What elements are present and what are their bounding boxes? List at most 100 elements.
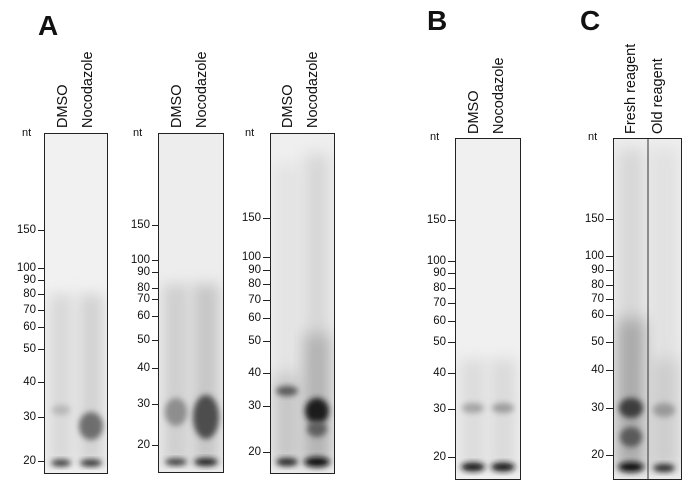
marker-a3-40: 40 [248,367,261,379]
lane-label-c-2: Old reagent [650,58,666,134]
tick-c-30 [606,408,613,410]
tick-c-60 [606,315,613,317]
tick-a2-50 [152,340,159,342]
marker-b-20: 20 [433,451,446,463]
tick-a3-30 [263,406,270,408]
tick-c-20 [606,455,613,457]
gel-bands-b [456,139,520,479]
tick-c-90 [606,270,613,272]
marker-a1-40: 40 [23,376,36,388]
tick-a1-150 [38,230,45,232]
tick-c-70 [606,299,613,301]
gel-image-a1 [44,133,108,474]
marker-a1-20: 20 [23,455,36,467]
marker-c-40: 40 [591,364,604,376]
tick-c-80 [606,285,613,287]
panel-letter-b: B [427,5,448,36]
gel-bands-a1 [45,134,107,473]
marker-a2-90: 90 [137,266,150,278]
tick-a3-150 [263,218,270,220]
tick-a1-50 [38,349,45,351]
tick-c-100 [606,256,613,258]
tick-a3-50 [263,341,270,343]
marker-b-90: 90 [433,267,446,279]
marker-a3-80: 80 [248,278,261,290]
lane-label-a1-2: Nocodazole [80,51,96,128]
lane-label-a1-1: DMSO [55,84,71,129]
tick-b-30 [448,409,455,411]
marker-a1-60: 60 [23,321,36,333]
marker-c-80: 80 [591,279,604,291]
gel-bands-c [614,139,681,479]
tick-a1-100 [38,268,45,270]
tick-a3-60 [263,318,270,320]
nt-label-c: nt [588,131,598,143]
tick-a3-80 [263,284,270,286]
tick-a2-30 [152,404,159,406]
marker-a2-80: 80 [137,282,150,294]
lane-label-a2-2: Nocodazole [194,51,210,128]
tick-c-50 [606,342,613,344]
tick-a2-80 [152,288,159,290]
tick-b-100 [448,261,455,263]
tick-a1-30 [38,417,45,419]
nt-label-a3: nt [245,127,255,139]
marker-a1-50: 50 [23,343,36,355]
marker-a1-80: 80 [23,288,36,300]
marker-a3-50: 50 [248,335,261,347]
marker-a1-70: 70 [23,304,36,316]
tick-b-80 [448,288,455,290]
tick-b-50 [448,342,455,344]
tick-b-60 [448,321,455,323]
marker-c-50: 50 [591,336,604,348]
tick-b-40 [448,373,455,375]
marker-a2-30: 30 [137,398,150,410]
tick-a1-90 [38,280,45,282]
tick-a1-40 [38,382,45,384]
marker-a2-40: 40 [137,362,150,374]
marker-b-150: 150 [426,214,446,226]
tick-b-70 [448,303,455,305]
marker-b-70: 70 [433,297,446,309]
marker-b-80: 80 [433,282,446,294]
marker-c-150: 150 [584,213,604,225]
tick-b-20 [448,457,455,459]
panel-letter-c: C [580,5,601,36]
marker-c-70: 70 [591,293,604,305]
tick-a2-100 [152,260,159,262]
marker-a3-60: 60 [248,312,261,324]
marker-a3-90: 90 [248,264,261,276]
tick-a2-70 [152,299,159,301]
tick-b-150 [448,220,455,222]
gel-image-c [613,138,682,480]
tick-a3-70 [263,300,270,302]
marker-a1-90: 90 [23,274,36,286]
tick-c-150 [606,219,613,221]
marker-b-30: 30 [433,403,446,415]
marker-a2-70: 70 [137,293,150,305]
tick-a3-100 [263,257,270,259]
tick-a2-150 [152,225,159,227]
tick-c-40 [606,370,613,372]
lane-label-b-2: Nocodazole [491,57,507,134]
marker-a1-30: 30 [23,411,36,423]
marker-a3-30: 30 [248,400,261,412]
marker-b-100: 100 [426,255,446,267]
tick-a1-80 [38,294,45,296]
lane-label-b-1: DMSO [466,90,482,135]
marker-a2-150: 150 [130,219,150,231]
gel-image-a2 [158,133,224,473]
marker-a3-100: 100 [241,251,261,263]
tick-a1-60 [38,327,45,329]
tick-a3-20 [263,452,270,454]
marker-a2-60: 60 [137,310,150,322]
marker-a1-100: 100 [16,262,36,274]
tick-b-90 [448,273,455,275]
marker-a2-50: 50 [137,334,150,346]
tick-a3-90 [263,270,270,272]
marker-b-40: 40 [433,367,446,379]
marker-c-90: 90 [591,264,604,276]
nt-label-b: nt [430,131,440,143]
tick-a2-90 [152,272,159,274]
nt-label-a1: nt [22,127,32,139]
